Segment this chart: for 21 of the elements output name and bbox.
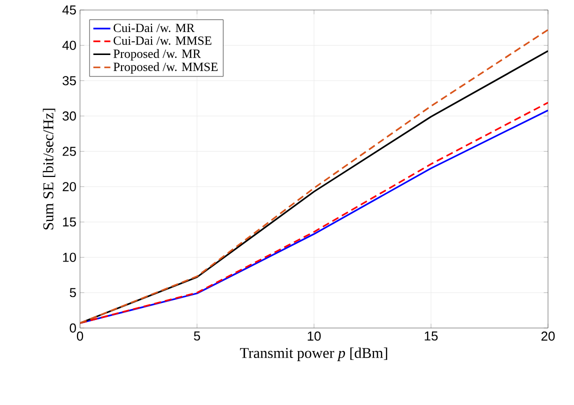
x-tick-label: 20 [541,332,555,341]
y-tick-label: 35 [62,76,76,86]
y-tick-label: 20 [62,182,76,192]
legend-label: Cui-Dai /w. MR [114,24,195,32]
y-tick-label: 40 [62,40,76,50]
legend-label: Proposed /w. MR [114,49,201,60]
y-tick-label: 30 [62,111,76,121]
y-tick-label: 10 [63,252,76,262]
y-tick-label: 5 [70,288,76,298]
x-tick-label: 5 [194,332,200,341]
x-axis-title: Transmit power p [dBm] [240,348,388,362]
x-tick-label: 10 [308,332,321,341]
y-tick-label: 0 [70,323,76,333]
y-tick-label: 15 [63,217,76,227]
y-axis-title: Sum SE [bit/sec/Hz] [42,108,56,230]
x-tick-label: 0 [76,332,84,341]
legend-label: Proposed /w. MMSE [114,62,218,74]
y-tick-label: 45 [62,5,76,15]
y-tick-label: 25 [62,146,76,156]
legend-label: Cui-Dai /w. MMSE [114,36,212,45]
x-tick-label: 15 [424,332,438,341]
